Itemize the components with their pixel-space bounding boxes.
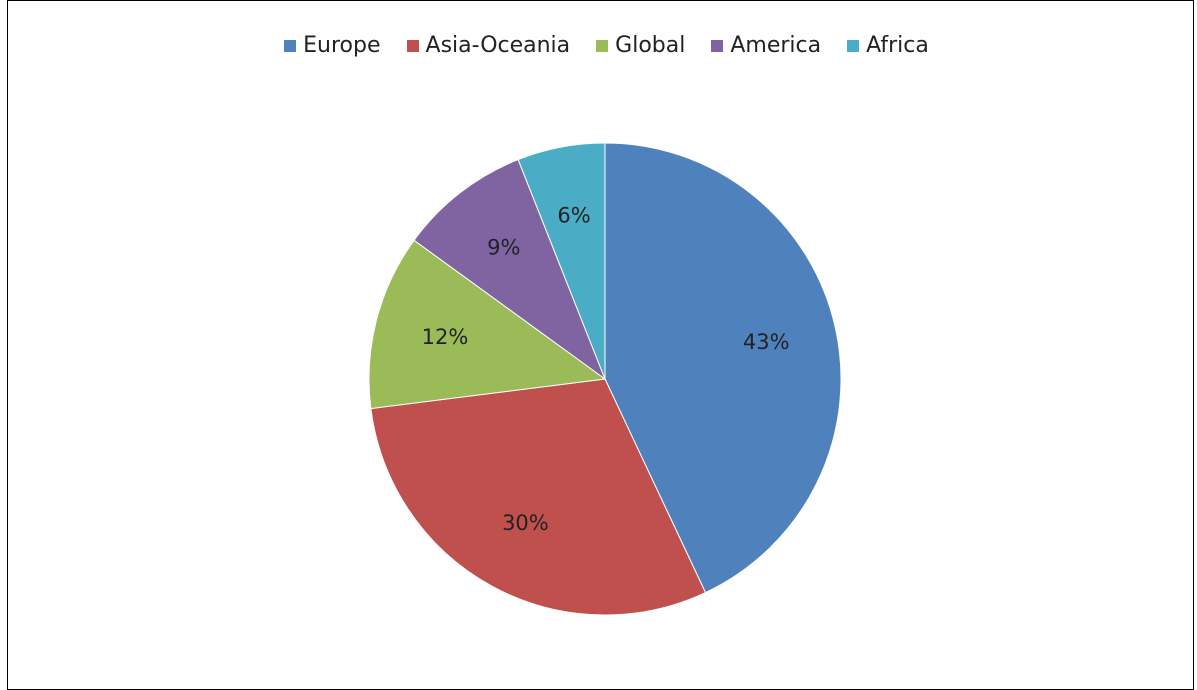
pie-slice-africa [517,142,606,380]
legend-swatch-america [711,39,724,52]
slice-label-asia-oceania: 30% [502,511,549,535]
legend-label-america: America [730,33,822,58]
legend-swatch-europe [284,39,297,52]
legend-swatch-asia-oceania [406,39,419,52]
slice-label-america: 9% [487,235,520,259]
legend-item-europe: Europe [284,33,381,58]
chart-legend: Europe Asia-Oceania Global America Afric… [8,33,1197,58]
pie-slice-asia-oceania [370,378,707,616]
legend-label-asia-oceania: Asia-Oceania [425,33,571,58]
pie-slice-america [413,158,607,381]
pie-slice-europe [604,142,842,594]
legend-item-america: America [711,33,821,58]
slice-label-africa: 6% [557,204,590,228]
slice-label-global: 12% [422,325,469,349]
pie-slice-global [368,239,607,410]
legend-label-europe: Europe [303,33,381,58]
legend-label-global: Global [615,33,686,58]
legend-swatch-africa [847,39,860,52]
legend-item-asia-oceania: Asia-Oceania [406,33,571,58]
legend-item-africa: Africa [847,33,929,58]
legend-swatch-global [596,39,609,52]
legend-item-global: Global [596,33,685,58]
slice-label-europe: 43% [743,330,790,354]
legend-label-africa: Africa [866,33,929,58]
